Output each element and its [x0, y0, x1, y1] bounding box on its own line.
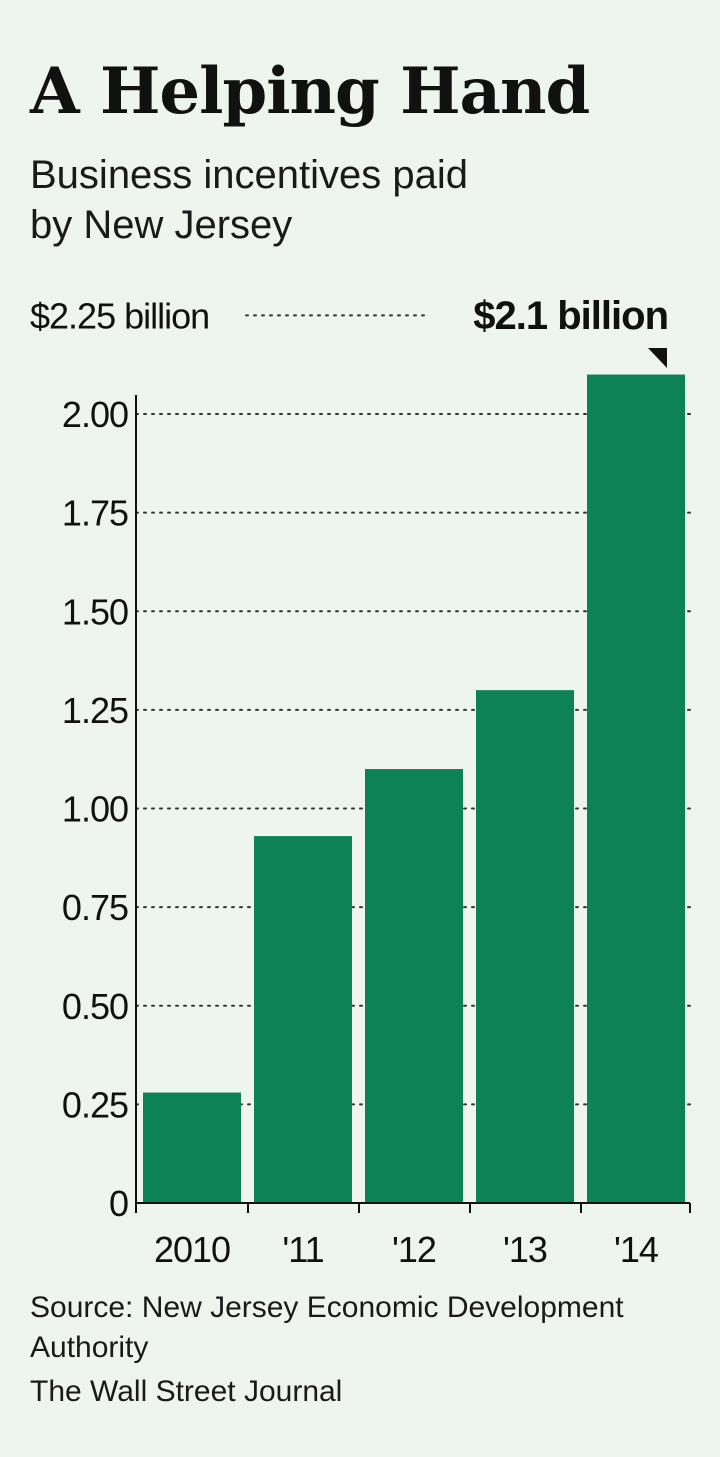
- y-tick-label: 1.75: [62, 493, 128, 534]
- axes: [135, 395, 691, 1213]
- y-tick-label: 2.00: [62, 394, 128, 435]
- y-tick-label: 0.50: [62, 986, 128, 1027]
- bar-0: [143, 1092, 241, 1203]
- bars: [143, 374, 685, 1203]
- x-tick-label: '11: [282, 1229, 323, 1270]
- x-tick-label: 2010: [154, 1229, 230, 1270]
- y-tick-label: 0: [109, 1183, 128, 1224]
- chart-subtitle: Business incentives paid by New Jersey: [30, 153, 469, 247]
- y-tick-label: 0.25: [62, 1084, 128, 1125]
- bar-3: [476, 690, 574, 1203]
- bar-1: [254, 836, 352, 1203]
- chart-title: A Helping Hand: [30, 54, 590, 129]
- x-tick-label: '13: [503, 1229, 547, 1270]
- chart-footer: Source: New Jersey Economic Development …: [30, 1288, 690, 1412]
- bar-chart: 0 0.25 0.50 0.75 1.00 1.25 1.50 1.75 2.00 $2.25 b…: [30, 294, 691, 1270]
- y-tick-label: 1.00: [62, 789, 128, 830]
- source-note: Source: New Jersey Economic Development …: [30, 1291, 624, 1364]
- labels: 0 0.25 0.50 0.75 1.00 1.25 1.50 1.75 2.00 $2.25 b…: [30, 294, 669, 1270]
- y-tick-label: 1.50: [62, 591, 128, 632]
- publication-credit: The Wall Street Journal: [30, 1375, 343, 1408]
- bar-2: [365, 769, 463, 1203]
- bar-annotation: $2.1 billion: [473, 294, 668, 338]
- y-tick-label: 0.75: [62, 887, 128, 928]
- y-tick-label: $2.25 billion: [30, 295, 209, 336]
- x-tick-label: '14: [614, 1229, 658, 1270]
- y-tick-label: 1.25: [62, 690, 128, 731]
- gridlines: [135, 314, 691, 1106]
- x-tick-label: '12: [392, 1229, 436, 1270]
- bar-4: [587, 374, 685, 1203]
- annotation-pointer: [648, 348, 667, 368]
